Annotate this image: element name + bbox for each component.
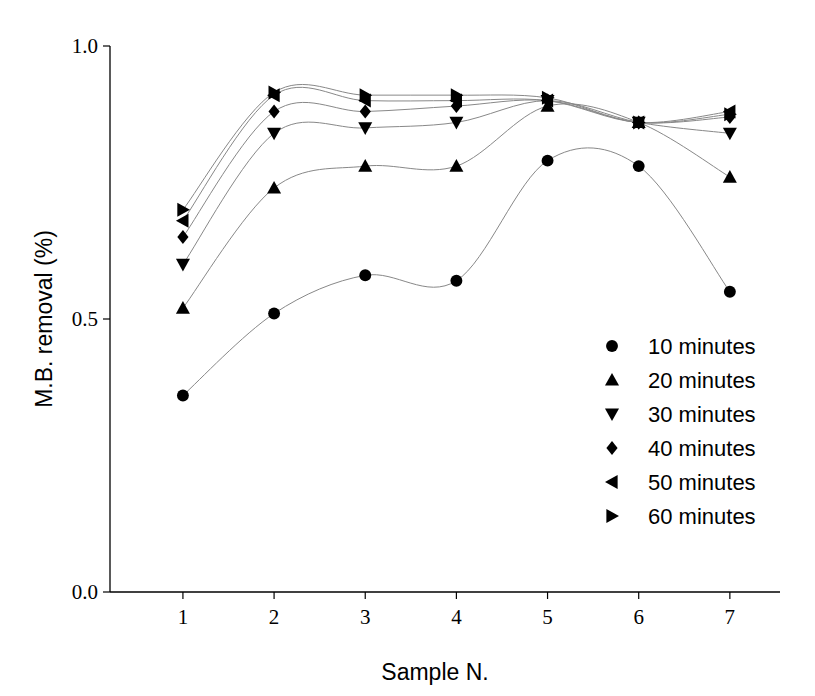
point [267,128,281,141]
point [176,301,190,314]
series-line [183,84,730,209]
point [177,389,189,401]
point [723,170,737,183]
point [268,105,279,119]
legend-label: 30 minutes [648,402,756,427]
series-line [183,87,730,220]
point [451,88,464,102]
point [360,88,373,102]
point [723,128,737,141]
legend-marker [606,441,617,455]
x-axis [110,591,780,592]
point [449,159,463,172]
point [724,107,737,121]
point [542,155,554,167]
x-tick-label: 7 [725,605,736,629]
legend-label: 10 minutes [648,334,756,359]
x-tick [456,592,457,599]
point [176,259,190,272]
point [177,230,188,244]
point [268,308,280,320]
point [267,181,281,194]
legend-marker [605,408,619,421]
x-axis-label: Sample N. [381,659,488,685]
y-tick-label: 0.5 [72,307,98,331]
x-tick-label: 2 [269,605,280,629]
x-tick [365,592,366,599]
point [633,115,646,129]
legend-label: 50 minutes [648,470,756,495]
point [359,269,371,281]
y-tick [103,45,110,46]
point [724,286,736,298]
legend-marker [606,340,618,352]
series-line [183,101,730,265]
legend-marker [606,509,619,523]
y-tick-label: 0.0 [72,580,98,604]
x-tick-label: 3 [360,605,371,629]
point [268,85,281,99]
x-tick [182,592,183,599]
series-line [183,104,730,308]
x-tick [729,592,730,599]
chart: 1 2 3 4 5 6 7 0.0 0.5 1.0 Sample N. M.B. removal (%… [0,0,815,696]
point [358,159,372,172]
x-tick-label: 6 [633,605,644,629]
x-tick-label: 1 [178,605,189,629]
point [177,203,190,217]
y-tick-label: 1.0 [72,34,98,58]
y-axis-label: M.B. removal (%) [31,230,57,408]
x-tick [638,592,639,599]
x-tick-label: 4 [451,605,462,629]
y-tick [103,591,110,592]
point [358,122,372,135]
legend-label: 40 minutes [648,436,756,461]
point [449,117,463,130]
x-tick [547,592,548,599]
legend-marker [605,373,619,386]
legend-marker [605,475,618,489]
series-line [183,100,730,237]
point [633,160,645,172]
legend: 10 minutes 20 minutes 30 minutes 40 minutes… [605,334,756,529]
point [450,275,462,287]
legend-label: 60 minutes [648,504,756,529]
legend-label: 20 minutes [648,368,756,393]
y-tick [103,318,110,319]
point [542,91,555,105]
x-tick-label: 5 [542,605,553,629]
x-tick [273,592,274,599]
